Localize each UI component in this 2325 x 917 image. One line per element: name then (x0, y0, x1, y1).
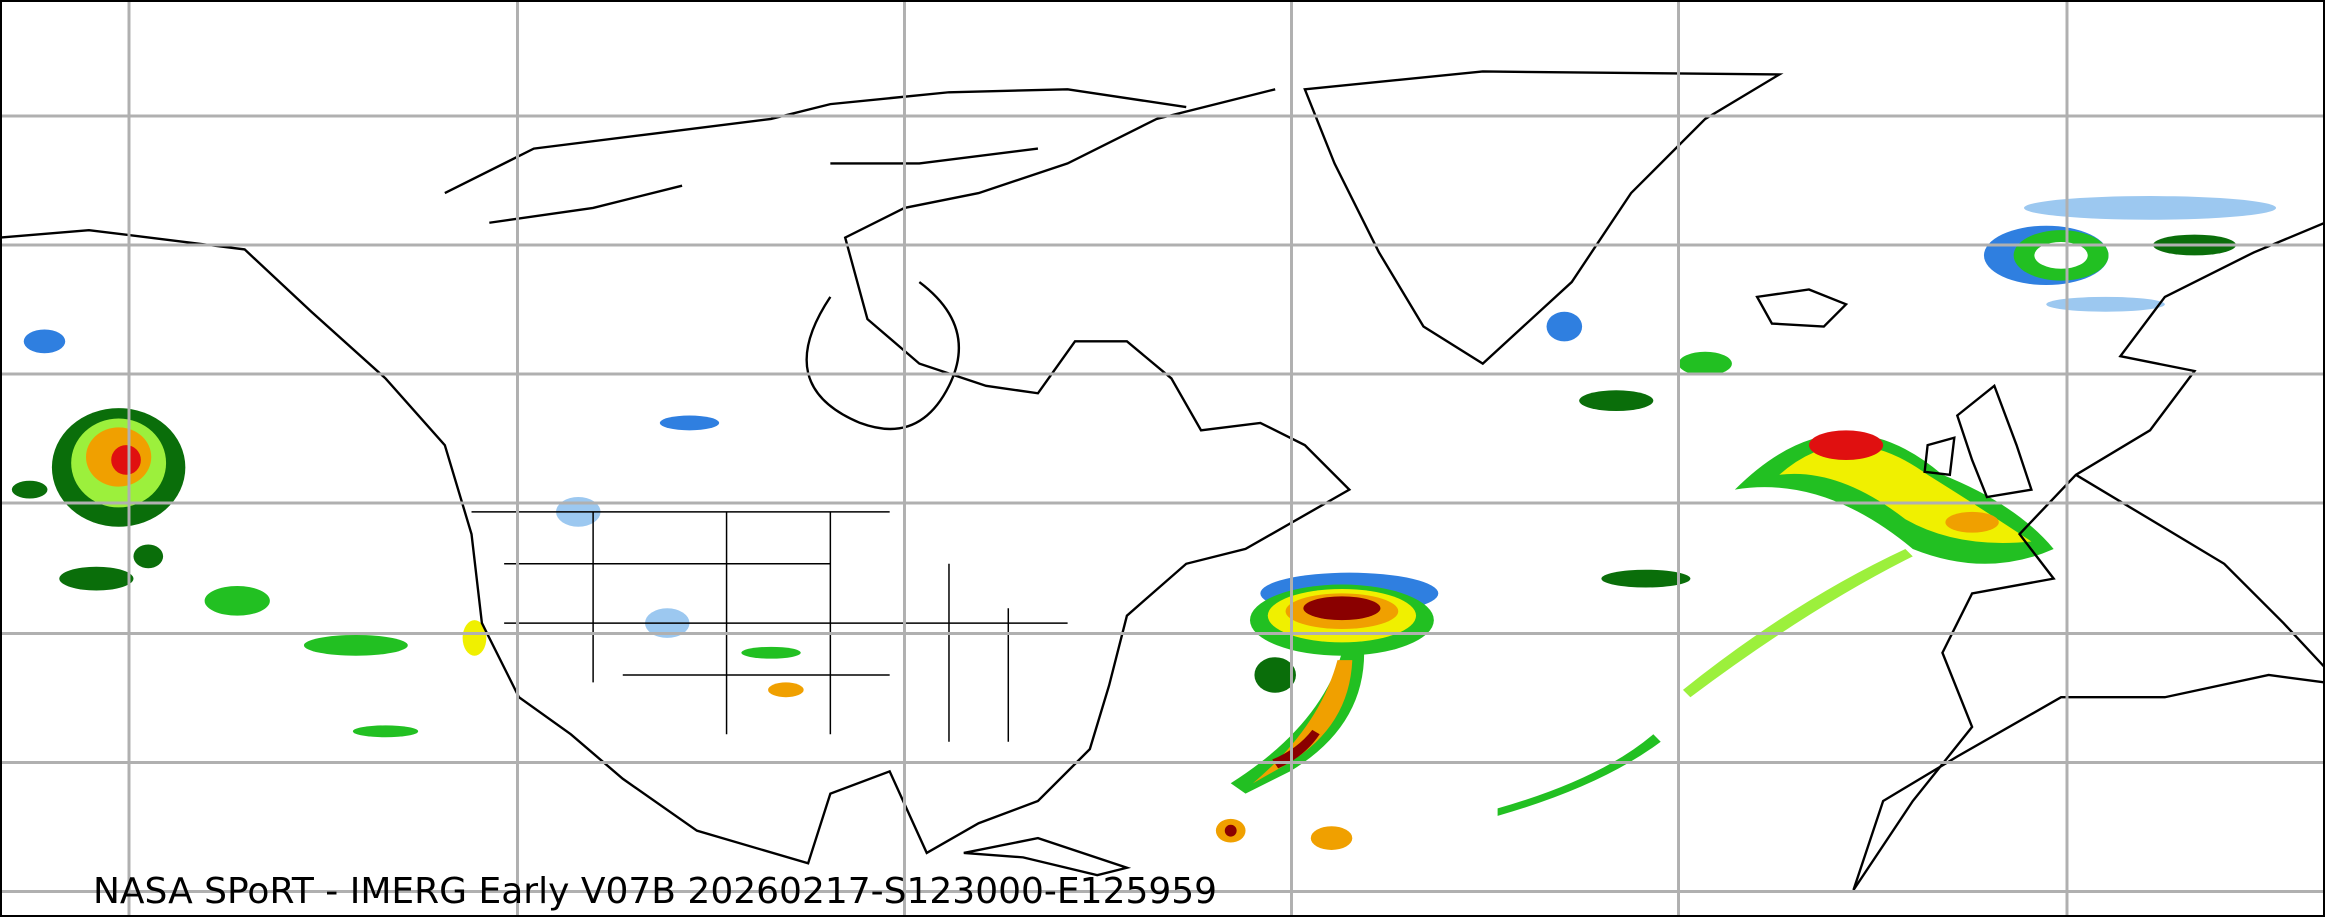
coastline-greenland (1303, 70, 1784, 366)
coastline-africa (1852, 673, 2325, 891)
precip-storm-atlantic (1215, 572, 1439, 850)
coastline-north-america (0, 88, 1352, 865)
coastline-europe (1852, 221, 2325, 891)
coastline-iceland (1755, 288, 1849, 328)
precipitation-layer (11, 196, 2277, 850)
state-borders (471, 511, 1068, 742)
coastline-hudson-bay (805, 281, 961, 431)
coastline-cuba (963, 836, 1132, 877)
coastline-british-isles (1923, 383, 2033, 499)
precip-band-pacific (11, 329, 419, 738)
map-caption: NASA SPoRT - IMERG Early V07B 20260217-S… (93, 871, 1218, 912)
precip-cell-norwegian-sea (1546, 196, 2277, 342)
precip-cell-gulf-of-alaska (51, 408, 186, 527)
coastline-arctic-islands (444, 88, 1187, 224)
precip-band-europe (1497, 351, 2054, 816)
precip-scattered-north-america (462, 415, 804, 698)
coastline-layer (0, 70, 2325, 891)
